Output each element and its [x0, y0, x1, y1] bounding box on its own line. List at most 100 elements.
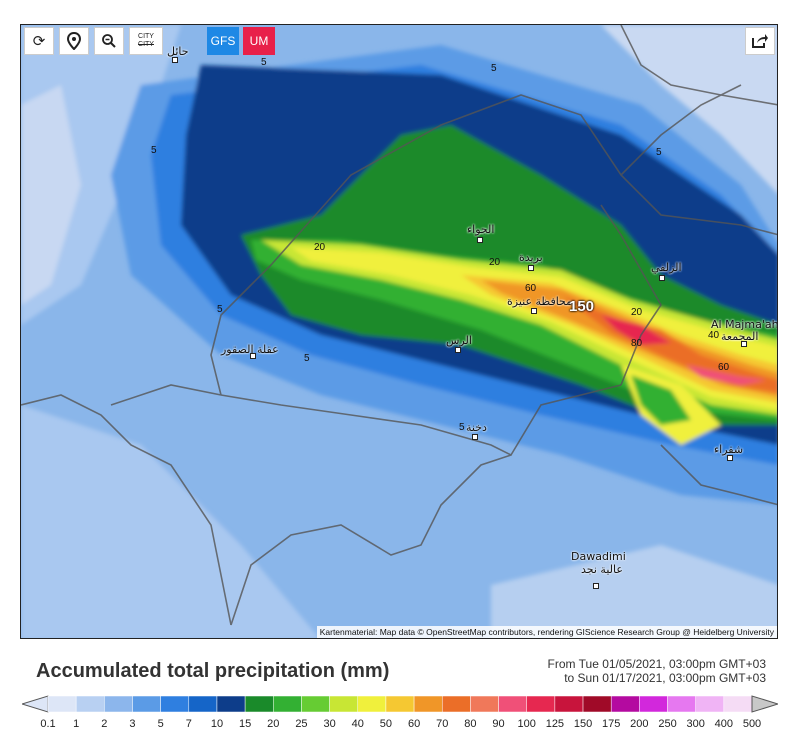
contour-label: 5: [217, 304, 223, 315]
scale-swatch: [526, 695, 556, 713]
scale-tick-label: 300: [686, 718, 705, 730]
scale-swatch: [667, 695, 696, 713]
scale-swatch: [216, 695, 246, 713]
scale-tick-label: 500: [742, 718, 762, 730]
city-label: دخنة: [466, 421, 487, 434]
city-label: حائل: [167, 45, 189, 58]
share-button[interactable]: [745, 27, 775, 55]
scale-swatch: [695, 695, 725, 713]
model-um-button[interactable]: UM: [243, 27, 275, 55]
scale-swatch: [610, 695, 640, 713]
city-marker: [531, 308, 537, 314]
city-marker: [593, 583, 599, 589]
city-marker: [727, 455, 733, 461]
city-label: المجمعة: [721, 330, 759, 343]
scale-swatch: [413, 695, 443, 713]
scale-swatch: [104, 695, 133, 713]
scale-tick-label: 250: [658, 718, 677, 730]
zoom-out-button[interactable]: [94, 27, 124, 55]
city-marker: [528, 265, 534, 271]
contour-label: 20: [314, 242, 326, 253]
city-label: الرس: [446, 334, 472, 347]
contour-label: 5: [261, 57, 267, 68]
refresh-icon: ⟳: [32, 33, 46, 50]
scale-tick-label: 30: [323, 718, 336, 730]
city-label: الزلفي: [651, 261, 682, 274]
scale-swatch: [273, 695, 302, 713]
scale-tick-label: 20: [267, 718, 280, 730]
location-button[interactable]: [59, 27, 89, 55]
scale-swatch: [47, 695, 77, 713]
scale-tick-label: 150: [573, 718, 593, 730]
city-toggle-button[interactable]: CITY CITY: [129, 27, 163, 55]
scale-swatch: [329, 695, 359, 713]
city-label: Dawadimi: [571, 550, 626, 563]
refresh-button[interactable]: ⟳: [24, 27, 54, 55]
contour-label: 20: [631, 307, 643, 318]
scale-arrow-right: [751, 695, 778, 713]
color-scale: [22, 695, 778, 713]
scale-tick-label: 15: [238, 718, 252, 730]
contour-label: 60: [718, 362, 730, 373]
share-icon: [752, 34, 768, 48]
model-gfs-button[interactable]: GFS: [207, 27, 239, 55]
scale-swatch: [160, 695, 190, 713]
scale-swatch: [357, 695, 387, 713]
contour-label: 5: [151, 145, 157, 156]
scale-tick-label: 125: [545, 718, 565, 730]
scale-tick-label: 40: [351, 718, 364, 730]
scale-tick-label: 10: [210, 718, 224, 730]
scale-swatch: [132, 695, 161, 713]
scale-tick-label: 7: [185, 718, 192, 730]
contour-label: 20: [489, 257, 501, 268]
city-label: عالية نجد: [581, 563, 623, 576]
scale-tick-label: 3: [129, 718, 136, 730]
city-marker: [741, 341, 747, 347]
scale-swatch: [723, 695, 753, 713]
scale-swatch: [385, 695, 415, 713]
scale-swatch: [301, 695, 330, 713]
scale-tick-label: 70: [436, 718, 449, 730]
contour-label: 60: [525, 283, 537, 294]
city-marker: [455, 347, 461, 353]
city-marker: [472, 434, 478, 440]
city-marker: [250, 353, 256, 359]
scale-tick-label: 50: [379, 718, 393, 730]
city-marker: [477, 237, 483, 243]
scale-tick-label: 5: [157, 718, 164, 730]
scale-tick-label: 175: [602, 718, 621, 730]
scale-swatch: [554, 695, 584, 713]
scale-tick-label: 60: [407, 718, 421, 730]
scale-tick-label: 1: [73, 718, 80, 730]
city-toggle-label-struck: CITY: [138, 41, 154, 48]
scale-tick-label: 0.1: [40, 718, 56, 730]
city-marker: [659, 275, 665, 281]
contour-label: 5: [459, 422, 465, 433]
scale-tick-label: 25: [295, 718, 308, 730]
scale-swatch: [75, 695, 105, 713]
scale-swatch: [582, 695, 612, 713]
scale-tick-label: 200: [630, 718, 649, 730]
city-label: الجواء: [467, 223, 495, 236]
legend-title: Accumulated total precipitation (mm): [36, 660, 390, 682]
scale-swatch: [188, 695, 218, 713]
contour-label: 5: [491, 63, 497, 74]
scale-swatch: [470, 695, 499, 713]
scale-swatch: [639, 695, 668, 713]
scale-swatch: [498, 695, 527, 713]
scale-swatch: [244, 695, 274, 713]
map-pin-icon: [67, 32, 81, 50]
precipitation-map[interactable]: ⟳ CITY CITY GFS UM حائل الجواء بريدة محا…: [20, 24, 778, 639]
scale-tick-label: 90: [492, 718, 505, 730]
scale-tick-label: 100: [517, 718, 536, 730]
precipitation-field: [21, 25, 777, 638]
city-label: شقراء: [714, 443, 744, 456]
city-toggle-label: CITY: [138, 33, 154, 40]
contour-label: 5: [304, 353, 310, 364]
contour-label: 40: [708, 330, 720, 341]
contour-label: 5: [656, 147, 662, 158]
city-label: عقلة الصقور: [221, 343, 279, 356]
city-label: محافظة عنيزة: [507, 295, 573, 308]
scale-tick-label: 2: [101, 718, 108, 730]
map-attribution: Kartenmaterial: Map data © OpenStreetMap…: [316, 626, 777, 638]
